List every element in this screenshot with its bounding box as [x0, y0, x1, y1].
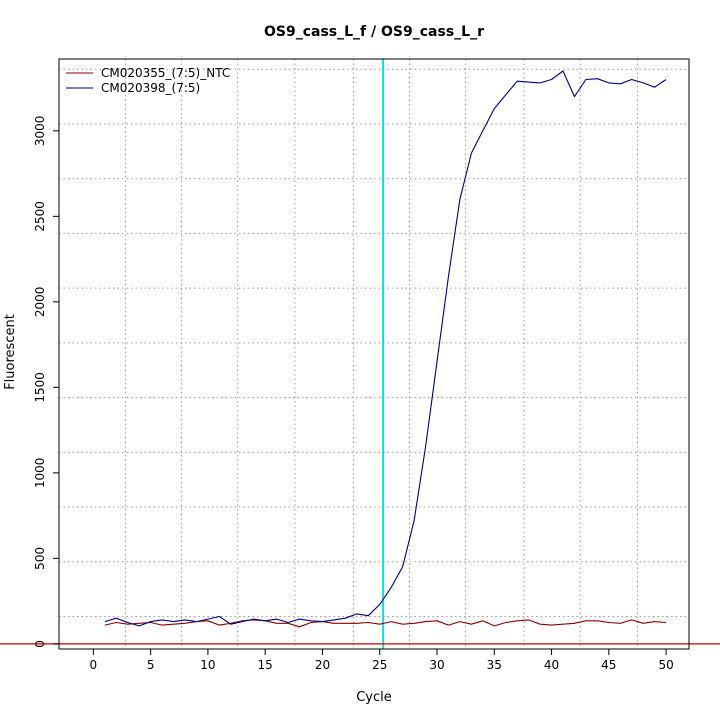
y-tick-label: 500 [33, 547, 47, 570]
legend-label-1: CM020355_(7:5)_NTC [101, 66, 230, 80]
x-tick-label: 40 [544, 658, 559, 672]
plot-frame [58, 58, 690, 650]
grid [59, 59, 689, 649]
x-tick-label: 25 [372, 658, 387, 672]
x-tick-label: 35 [487, 658, 502, 672]
y-tick-label: 1000 [33, 458, 47, 489]
x-axis-label: Cycle [356, 690, 392, 705]
x-tick-label: 50 [658, 658, 673, 672]
x-tick-label: 30 [429, 658, 444, 672]
series-group [104, 70, 667, 628]
legend-label-2: CM020398_(7:5) [101, 81, 200, 95]
x-tick-label: 0 [90, 658, 98, 672]
x-tick-label: 15 [258, 658, 273, 672]
x-tick-label: 5 [147, 658, 155, 672]
chart-title: OS9_cass_L_f / OS9_cass_L_r [264, 24, 484, 40]
y-axis: 0 500 1000 1500 2000 2500 3000 [33, 116, 59, 648]
x-tick-label: 45 [601, 658, 616, 672]
y-axis-label: Fluorescent [3, 314, 18, 390]
x-tick-label: 20 [315, 658, 330, 672]
series-line-2 [104, 70, 667, 627]
y-tick-label: 3000 [33, 116, 47, 147]
y-tick-label: 2000 [33, 287, 47, 318]
y-tick-label: 0 [33, 640, 47, 648]
y-tick-label: 2500 [33, 201, 47, 232]
x-axis: 0 5 10 15 20 25 30 35 40 45 50 [90, 649, 674, 672]
y-tick-label: 1500 [33, 372, 47, 403]
x-tick-label: 10 [200, 658, 215, 672]
